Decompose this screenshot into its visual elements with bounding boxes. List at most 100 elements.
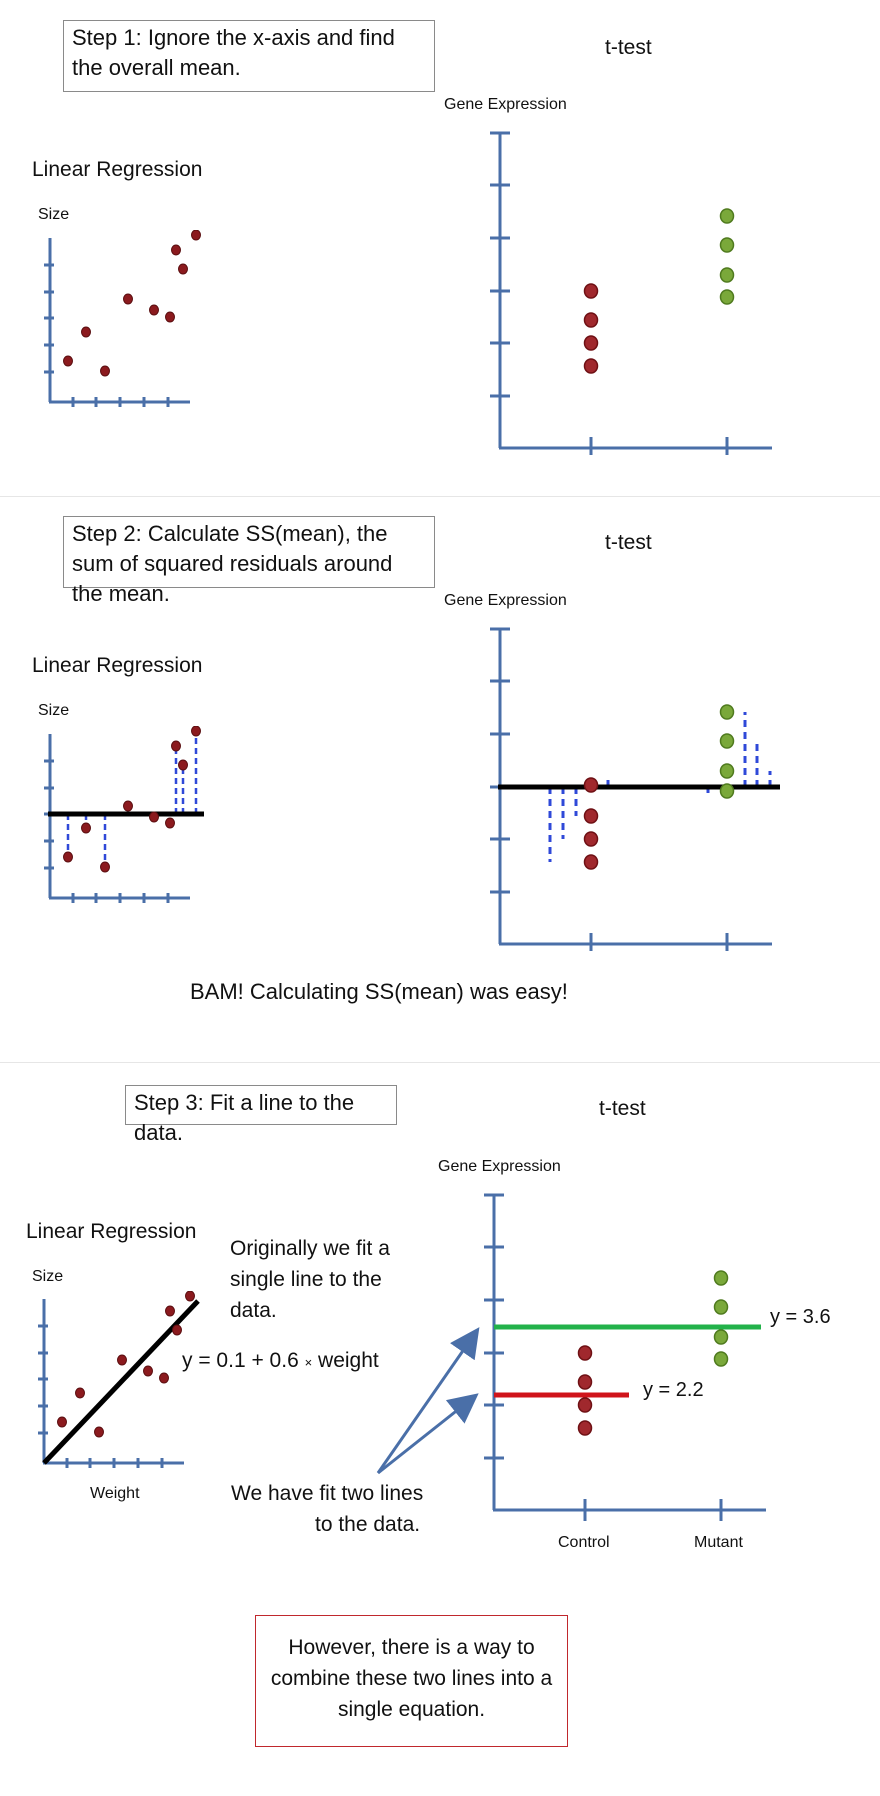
- tt-2-control-point: [583, 777, 599, 793]
- separator-2: [0, 1062, 880, 1063]
- lr-2-point: [191, 726, 201, 737]
- tt-2-x-ticks: [589, 933, 729, 951]
- lr-1-point: [191, 230, 201, 241]
- lr-1-point: [149, 304, 159, 316]
- lr-2-point: [63, 851, 73, 863]
- conclusion-line-3: single equation.: [337, 1698, 486, 1721]
- lr-3-point: [117, 1354, 127, 1366]
- step-2-box: Step 2: Calculate SS(mean), the sum of s…: [63, 516, 435, 606]
- tt-title-2: t-test: [605, 531, 652, 554]
- lr-1-point: [178, 263, 188, 275]
- step-3-box: Step 3: Fit a line to the data.: [125, 1085, 397, 1145]
- lr-1-x-ticks: [71, 397, 170, 407]
- tt-1-control-point: [583, 358, 599, 374]
- note-two-lines-2: to the data.: [315, 1513, 421, 1536]
- arrow-to-control-fit: [377, 1393, 479, 1475]
- tt-3-control-point: [577, 1420, 593, 1436]
- lr-1-point: [171, 244, 181, 256]
- step-3-text: Step 3: Fit a line to the data.: [134, 1090, 355, 1145]
- tt-1-control-point: [583, 335, 599, 351]
- step-2-text: Step 2: Calculate SS(mean), the sum of s…: [72, 521, 393, 606]
- lr-3-equation: y = 0.1 + 0.6 × weight: [182, 1349, 379, 1373]
- tt-2-control-point: [583, 808, 599, 824]
- lr-3-point: [94, 1426, 104, 1438]
- lr-1-point: [123, 293, 133, 305]
- step-1-box: Step 1: Ignore the x-axis and find the o…: [63, 20, 435, 92]
- tt-3-control-point: [577, 1374, 593, 1390]
- tt-1-y-ticks: [490, 131, 510, 398]
- separator-1: [0, 496, 880, 497]
- lr-2-point: [100, 861, 110, 873]
- lr-title-1: Linear Regression: [32, 158, 203, 181]
- mutant-fit-label: y = 3.6: [770, 1306, 831, 1328]
- lr-3-point: [143, 1365, 153, 1377]
- bam-text: BAM! Calculating SS(mean) was easy!: [190, 979, 568, 1004]
- tt-ylabel-3: Gene Expression: [438, 1158, 561, 1175]
- lr-2-point: [123, 800, 133, 812]
- lr-ylabel-1: Size: [38, 206, 70, 223]
- lr-3-point: [57, 1416, 67, 1428]
- conclusion-line-1: However, there is a way to: [288, 1636, 535, 1659]
- lr-2-point: [165, 817, 175, 829]
- lr-title-2: Linear Regression: [32, 654, 203, 677]
- tt-3-control-point: [577, 1397, 593, 1413]
- lr-3-y-ticks: [38, 1324, 48, 1435]
- tt-2-residuals: [548, 712, 772, 862]
- tt-ylabel-1: Gene Expression: [444, 96, 567, 113]
- lr-1-y-ticks: [44, 263, 54, 374]
- tt-1-mutant-point: [719, 289, 735, 305]
- tt-3-mutant-point: [713, 1351, 729, 1367]
- tt-plot-2: [490, 627, 780, 951]
- note-single-line: Originally we fit a single line to the d…: [230, 1237, 390, 1322]
- lr-ylabel-3: Size: [32, 1268, 64, 1285]
- lr-2-point: [178, 759, 188, 771]
- lr-3-point: [185, 1291, 195, 1302]
- equation-main: y = 0.1 + 0.6: [182, 1349, 299, 1372]
- tt-2-y-ticks: [490, 627, 510, 894]
- equation-rest: weight: [318, 1349, 379, 1372]
- tt-plot-3: [484, 1193, 766, 1521]
- arrow-to-mutant-fit: [376, 1327, 480, 1474]
- lr-1-point: [100, 365, 110, 377]
- tt-3-mutant-point: [713, 1270, 729, 1286]
- tt-title-3: t-test: [599, 1097, 646, 1120]
- tt-ylabel-2: Gene Expression: [444, 592, 567, 609]
- tt-title-1: t-test: [605, 36, 652, 59]
- lr-3-point: [75, 1387, 85, 1399]
- tt-3-x-ticks: [583, 1499, 723, 1521]
- conclusion-line-2: combine these two lines into a: [270, 1667, 553, 1690]
- tt-2-mutant-point: [719, 783, 735, 799]
- tt-3-control-point: [577, 1345, 593, 1361]
- tt-1-x-ticks: [589, 437, 729, 455]
- tt-1-control-point: [583, 283, 599, 299]
- lr-title-3: Linear Regression: [26, 1220, 197, 1243]
- tt-2-mutant-point: [719, 733, 735, 749]
- tt-2-control-point: [583, 854, 599, 870]
- tt-2-control-point: [583, 831, 599, 847]
- tt-2-mutant-point: [719, 704, 735, 720]
- lr-2-point: [81, 822, 91, 834]
- tt-2-mutant-point: [719, 763, 735, 779]
- tt-plot-1: [490, 131, 772, 455]
- tt-1-control-point: [583, 312, 599, 328]
- lr-plot-2: [44, 726, 204, 903]
- lr-plot-1: [44, 230, 201, 407]
- lr-ylabel-2: Size: [38, 702, 70, 719]
- lr-3-point: [159, 1372, 169, 1384]
- step-1-text: Step 1: Ignore the x-axis and find the o…: [72, 25, 395, 80]
- lr-2-point: [171, 740, 181, 752]
- tt-1-mutant-point: [719, 208, 735, 224]
- panel-step-2: Step 2: Calculate SS(mean), the sum of s…: [0, 497, 880, 1062]
- conclusion-box: However, there is a way to combine these…: [255, 1615, 568, 1747]
- lr-1-point: [81, 326, 91, 338]
- tt-3-mutant-point: [713, 1329, 729, 1345]
- lr-plot-3: [38, 1291, 200, 1468]
- tt-3-y-ticks: [484, 1193, 504, 1460]
- note-two-lines-1: We have fit two lines: [231, 1482, 424, 1505]
- lr-3-x-ticks: [65, 1458, 164, 1468]
- arrows-overlay: [376, 1327, 480, 1475]
- panel-step-3: Step 3: Fit a line to the data. t-test G…: [0, 1063, 880, 1796]
- x-label-control: Control: [558, 1534, 610, 1551]
- lr-3-point: [172, 1324, 182, 1336]
- lr-1-point: [63, 355, 73, 367]
